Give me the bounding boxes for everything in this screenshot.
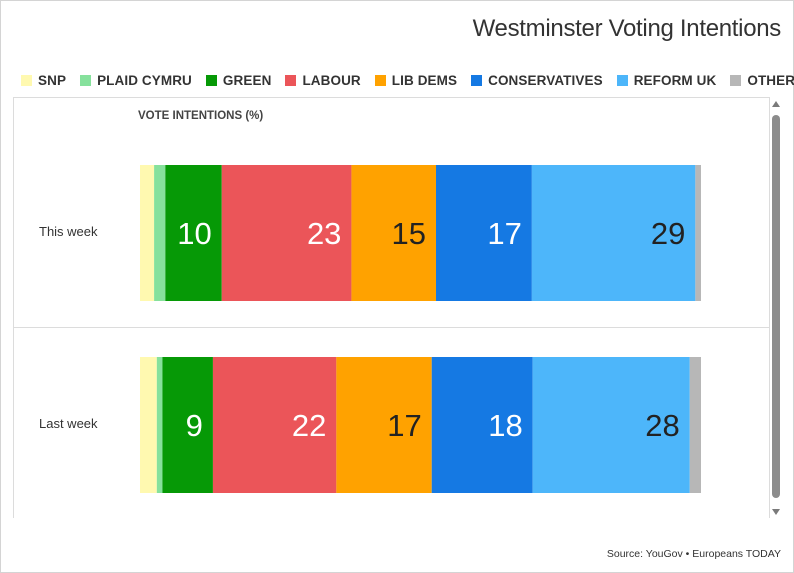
legend-label: CONSERVATIVES	[488, 72, 603, 88]
legend-label: OTHERS	[747, 72, 794, 88]
legend-swatch-snp	[21, 74, 32, 86]
legend-swatch-lib-dems	[374, 74, 386, 86]
data-label-last-week-reform-uk: 28	[645, 408, 679, 443]
legend-item-labour[interactable]: LABOUR	[285, 72, 361, 88]
scroll-down-arrow-icon[interactable]	[772, 509, 780, 515]
data-label-this-week-reform-uk: 29	[651, 216, 685, 251]
data-label-last-week-green: 9	[186, 408, 203, 443]
legend-label: LIB DEMS	[391, 72, 458, 88]
bar-segment-this-week-labour[interactable]	[221, 165, 352, 301]
legend-label: REFORM UK	[633, 72, 717, 88]
legend-swatch-conservatives	[471, 74, 483, 86]
data-label-this-week-conservatives: 17	[487, 216, 521, 251]
data-label-last-week-labour: 22	[292, 408, 326, 443]
bar-segment-last-week-green[interactable]	[162, 357, 213, 493]
chart-panel: VOTE INTENTIONS (%) This week Last week …	[13, 97, 770, 518]
bar-segment-last-week-others[interactable]	[689, 357, 701, 493]
bar-segment-this-week-plaid-cymru[interactable]	[154, 165, 166, 301]
bar-segment-last-week-reform-uk[interactable]	[532, 357, 690, 493]
legend-item-reform-uk[interactable]: REFORM UK	[616, 72, 717, 88]
legend-item-others[interactable]: OTHERS	[730, 73, 794, 88]
chart-legend: SNP PLAID CYMRU GREEN LABOUR LIB DEMS CONSERV…	[21, 71, 794, 89]
bar-segment-last-week-plaid-cymru[interactable]	[156, 357, 163, 493]
bar-segment-this-week-green[interactable]	[165, 165, 222, 301]
legend-item-plaid-cymru[interactable]: PLAID CYMRU	[80, 73, 192, 88]
bar-segment-this-week-lib-dems[interactable]	[351, 165, 436, 301]
bar-segment-this-week-snp[interactable]	[140, 165, 155, 301]
data-label-this-week-labour: 23	[307, 216, 341, 251]
bar-plot: 10 23 15 17 29 9 22 17 18 28	[140, 165, 701, 493]
scroll-up-arrow-icon[interactable]	[772, 101, 780, 107]
legend-label: PLAID CYMRU	[97, 72, 192, 88]
data-label-last-week-conservatives: 18	[488, 408, 522, 443]
scroll-thumb[interactable]	[772, 115, 780, 498]
chart-title: Westminster Voting Intentions	[472, 15, 782, 42]
row-label-last-week: Last week	[39, 416, 98, 431]
legend-label: LABOUR	[302, 72, 361, 88]
bar-segment-this-week-reform-uk[interactable]	[531, 165, 696, 301]
legend-label: SNP	[38, 72, 67, 88]
legend-swatch-reform-uk	[616, 74, 628, 86]
source-note: Source: YouGov • Europeans TODAY	[606, 548, 781, 560]
bar-segment-last-week-labour[interactable]	[212, 357, 337, 493]
legend-swatch-green	[205, 74, 217, 86]
data-label-this-week-lib-dems: 15	[392, 216, 426, 251]
row-label-this-week: This week	[39, 224, 98, 239]
legend-swatch-labour	[285, 74, 297, 86]
legend-item-lib-dems[interactable]: LIB DEMS	[374, 72, 458, 88]
vertical-scrollbar[interactable]	[769, 97, 783, 519]
data-label-this-week-green: 10	[177, 216, 211, 251]
row-divider	[14, 327, 769, 328]
bar-segment-last-week-snp[interactable]	[140, 357, 157, 493]
bar-segment-this-week-others[interactable]	[695, 165, 701, 301]
data-label-last-week-lib-dems: 17	[387, 408, 421, 443]
legend-item-conservatives[interactable]: CONSERVATIVES	[471, 73, 603, 88]
bar-segment-last-week-conservatives[interactable]	[431, 357, 533, 493]
legend-label: GREEN	[222, 72, 272, 88]
bar-segment-last-week-lib-dems[interactable]	[336, 357, 432, 493]
axis-title: VOTE INTENTIONS (%)	[138, 110, 264, 122]
legend-swatch-others	[730, 74, 742, 86]
bar-segment-this-week-conservatives[interactable]	[436, 165, 532, 301]
legend-item-snp[interactable]: SNP	[21, 73, 66, 88]
legend-item-green[interactable]: GREEN	[205, 72, 272, 88]
legend-swatch-plaid-cymru	[80, 74, 92, 86]
